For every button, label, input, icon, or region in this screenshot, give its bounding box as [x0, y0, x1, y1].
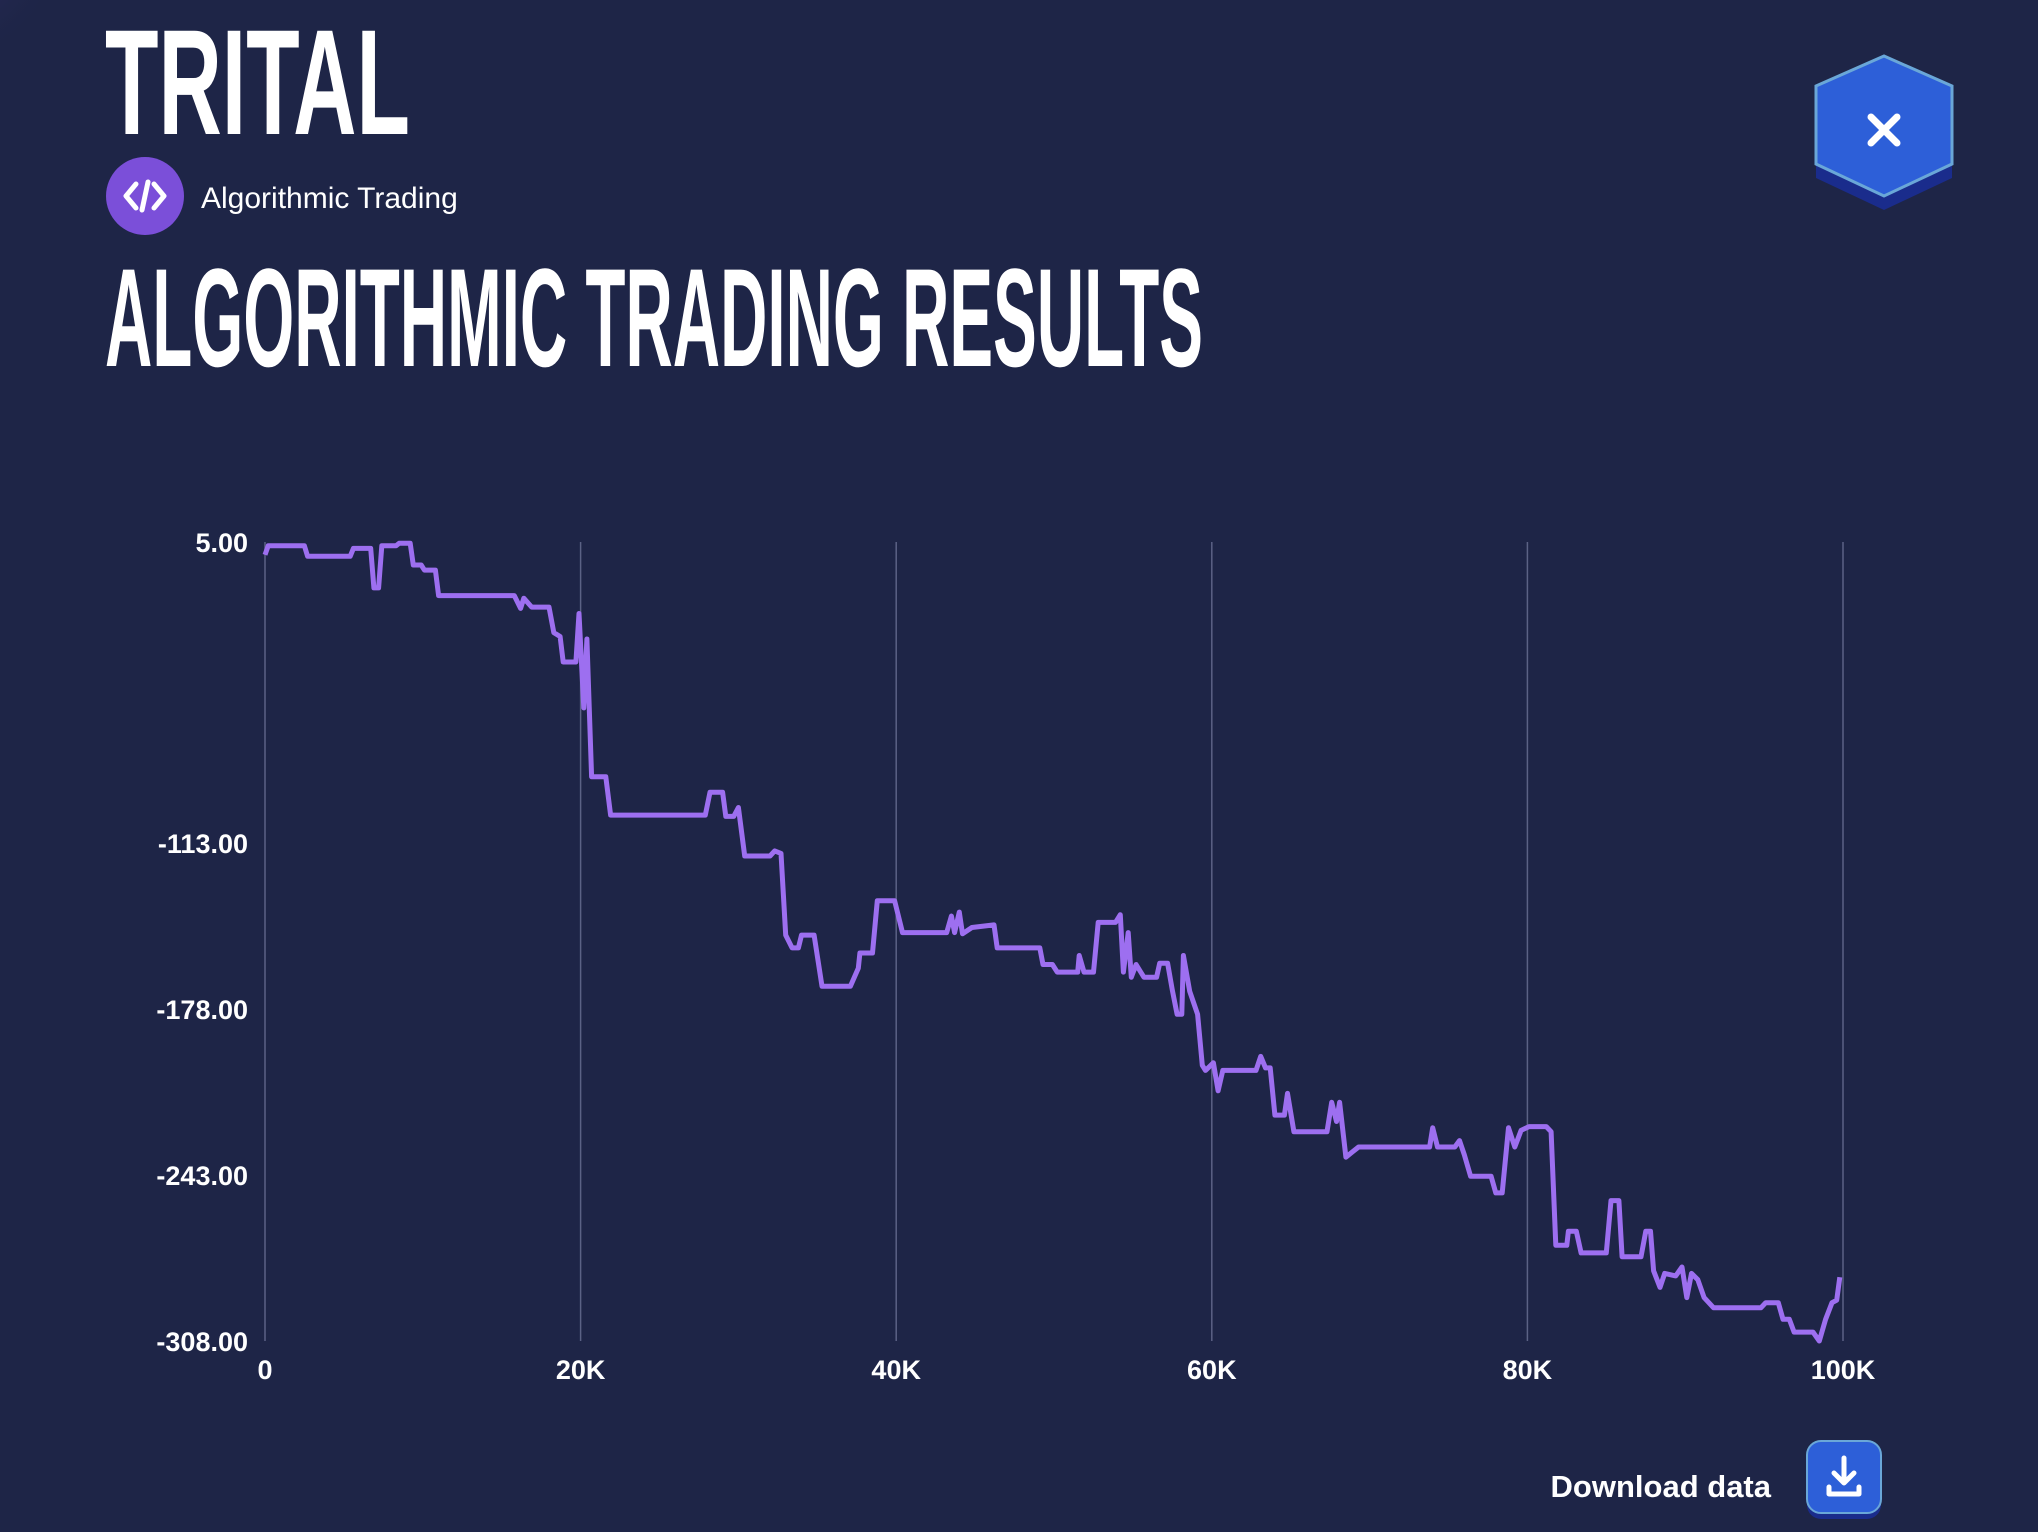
category-tag: Algorithmic Trading — [106, 157, 458, 235]
y-tick-label: -243.00 — [156, 1161, 248, 1191]
close-icon — [1867, 113, 1901, 147]
y-tick-label: 5.00 — [195, 528, 248, 558]
chart: 0 20K 40K 60K 80K 100K 5.00 -113.00 -178.00 -243.… — [156, 528, 1875, 1385]
download-label[interactable]: Download data — [1551, 1469, 1772, 1504]
download-icon — [1826, 1455, 1862, 1497]
x-tick-label: 20K — [556, 1355, 606, 1385]
close-button[interactable] — [1814, 54, 1954, 210]
x-tick-label: 60K — [1187, 1355, 1237, 1385]
x-tick-label: 40K — [871, 1355, 921, 1385]
chart-title: ALGORITHMIC TRADING RESULTS — [105, 239, 1203, 396]
code-icon — [123, 179, 167, 213]
x-tick-label: 80K — [1503, 1355, 1553, 1385]
overline-title: TRITAL — [105, 0, 410, 166]
tag-label: Algorithmic Trading — [201, 182, 458, 215]
data-line — [262, 540, 1843, 1344]
y-tick-label: -308.00 — [156, 1327, 248, 1357]
y-tick-label: -113.00 — [158, 829, 248, 859]
x-tick-label: 0 — [257, 1355, 272, 1385]
corner-glow — [0, 0, 70, 70]
download-button[interactable] — [1806, 1440, 1882, 1519]
x-tick-label: 100K — [1811, 1355, 1876, 1385]
y-tick-label: -178.00 — [156, 995, 248, 1025]
